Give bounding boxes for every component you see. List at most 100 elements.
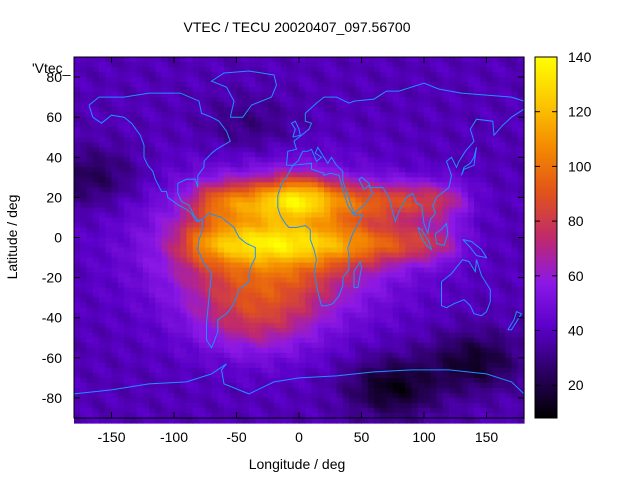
heatmap-cell bbox=[274, 332, 281, 339]
heatmap-cell bbox=[517, 137, 525, 143]
heatmap-cell bbox=[442, 267, 450, 274]
heatmap-cell bbox=[499, 212, 506, 219]
heatmap-cell bbox=[336, 122, 344, 128]
heatmap-cell bbox=[205, 292, 213, 299]
heatmap-cell bbox=[417, 347, 425, 354]
heatmap-cell bbox=[436, 272, 444, 279]
heatmap-cell bbox=[174, 112, 181, 118]
heatmap-cell bbox=[142, 377, 150, 384]
heatmap-cell bbox=[80, 62, 88, 68]
heatmap-cell bbox=[149, 272, 156, 279]
heatmap-cell bbox=[192, 232, 200, 239]
heatmap-cell bbox=[255, 107, 263, 113]
heatmap-cell bbox=[392, 267, 400, 274]
heatmap-cell bbox=[467, 227, 475, 234]
heatmap-cell bbox=[449, 267, 456, 274]
heatmap-cell bbox=[380, 67, 388, 73]
heatmap-cell bbox=[274, 267, 281, 274]
heatmap-cell bbox=[311, 202, 319, 209]
heatmap-cell bbox=[217, 327, 225, 334]
heatmap-cell bbox=[286, 307, 294, 314]
heatmap-cell bbox=[317, 222, 325, 229]
heatmap-cell bbox=[236, 177, 244, 183]
heatmap-cell bbox=[467, 172, 475, 178]
heatmap-cell bbox=[449, 312, 456, 319]
heatmap-cell bbox=[355, 257, 363, 264]
heatmap-cell bbox=[192, 222, 200, 229]
heatmap-cell bbox=[199, 387, 206, 394]
heatmap-cell bbox=[455, 327, 463, 334]
heatmap-cell bbox=[211, 262, 219, 269]
heatmap-cell bbox=[130, 332, 138, 339]
heatmap-cell bbox=[392, 262, 400, 269]
heatmap-cell bbox=[155, 222, 163, 229]
heatmap-cell bbox=[267, 222, 275, 229]
heatmap-cell bbox=[149, 242, 156, 249]
heatmap-cell bbox=[167, 57, 175, 63]
heatmap-cell bbox=[492, 372, 500, 379]
heatmap-cell bbox=[211, 107, 219, 113]
heatmap-cell bbox=[142, 137, 150, 143]
heatmap-cell bbox=[142, 252, 150, 259]
heatmap-cell bbox=[317, 217, 325, 224]
heatmap-cell bbox=[92, 167, 100, 173]
heatmap-cell bbox=[474, 307, 481, 314]
heatmap-cell bbox=[167, 67, 175, 73]
heatmap-cell bbox=[499, 322, 506, 329]
heatmap-cell bbox=[480, 252, 488, 259]
heatmap-cell bbox=[505, 302, 513, 309]
heatmap-cell bbox=[474, 182, 481, 188]
heatmap-cell bbox=[324, 242, 331, 249]
heatmap-cell bbox=[267, 262, 275, 269]
heatmap-cell bbox=[492, 252, 500, 259]
heatmap-cell bbox=[417, 277, 425, 284]
heatmap-cell bbox=[155, 382, 163, 389]
heatmap-cell bbox=[80, 307, 88, 314]
heatmap-cell bbox=[392, 377, 400, 384]
heatmap-cell bbox=[405, 157, 413, 163]
heatmap-cell bbox=[230, 112, 238, 118]
heatmap-cell bbox=[349, 92, 356, 98]
heatmap-cell bbox=[474, 372, 481, 379]
heatmap-cell bbox=[180, 67, 188, 73]
heatmap-cell bbox=[311, 212, 319, 219]
heatmap-cell bbox=[399, 232, 406, 239]
heatmap-cell bbox=[442, 347, 450, 354]
heatmap-cell bbox=[136, 102, 144, 108]
heatmap-cell bbox=[161, 342, 169, 349]
heatmap-cell bbox=[449, 72, 456, 78]
heatmap-cell bbox=[124, 377, 131, 384]
heatmap-cell bbox=[192, 142, 200, 148]
heatmap-cell bbox=[267, 192, 275, 198]
heatmap-cell bbox=[124, 127, 131, 133]
heatmap-cell bbox=[117, 327, 125, 334]
heatmap-cell bbox=[461, 207, 469, 214]
heatmap-cell bbox=[386, 232, 394, 239]
heatmap-cell bbox=[161, 142, 169, 148]
heatmap-cell bbox=[255, 332, 263, 339]
heatmap-cell bbox=[136, 192, 144, 198]
heatmap-cell bbox=[130, 387, 138, 394]
heatmap-cell bbox=[74, 192, 81, 198]
heatmap-cell bbox=[480, 277, 488, 284]
heatmap-cell bbox=[105, 352, 113, 359]
heatmap-cell bbox=[480, 107, 488, 113]
heatmap-cell bbox=[355, 267, 363, 274]
heatmap-cell bbox=[474, 97, 481, 103]
heatmap-cell bbox=[436, 252, 444, 259]
heatmap-cell bbox=[199, 207, 206, 214]
heatmap-cell bbox=[99, 197, 106, 203]
heatmap-cell bbox=[99, 137, 106, 143]
heatmap-cell bbox=[511, 97, 519, 103]
heatmap-cell bbox=[442, 332, 450, 339]
heatmap-cell bbox=[411, 302, 419, 309]
heatmap-cell bbox=[286, 372, 294, 379]
heatmap-cell bbox=[111, 387, 119, 394]
heatmap-cell bbox=[511, 117, 519, 123]
heatmap-cell bbox=[274, 117, 281, 123]
heatmap-cell bbox=[405, 342, 413, 349]
heatmap-cell bbox=[280, 382, 288, 389]
heatmap-cell bbox=[249, 287, 256, 294]
heatmap-cell bbox=[74, 332, 81, 339]
heatmap-cell bbox=[161, 317, 169, 324]
